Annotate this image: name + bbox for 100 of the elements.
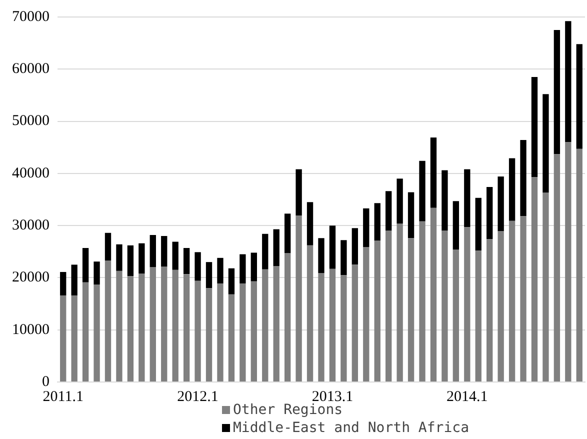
bar: [531, 76, 538, 178]
bar: [486, 239, 493, 382]
bar: [508, 158, 516, 221]
bar: [116, 270, 122, 382]
bar: [217, 283, 224, 382]
bar: [554, 154, 560, 382]
bar: [396, 178, 403, 224]
bar: [250, 281, 257, 382]
bar: [508, 220, 516, 382]
bar: [329, 226, 336, 269]
bar: [240, 254, 246, 284]
bar: [240, 283, 246, 382]
bar: [486, 186, 493, 240]
bar: [262, 234, 268, 270]
bar: [531, 177, 538, 382]
bar: [542, 94, 549, 193]
bar: [206, 288, 212, 382]
bar: [262, 269, 268, 382]
bar: [306, 202, 314, 246]
x-tick-label: 2012.1: [177, 388, 218, 405]
bar: [452, 201, 460, 250]
bar: [172, 242, 178, 270]
bar: [306, 245, 314, 382]
bar: [104, 232, 112, 261]
bar: [352, 228, 358, 265]
bar: [464, 227, 470, 382]
bar: [60, 295, 66, 382]
bar: [419, 160, 426, 222]
bar: [206, 262, 212, 288]
bar: [520, 140, 526, 216]
bar: [127, 276, 134, 382]
bar: [542, 192, 549, 382]
bar: [172, 270, 178, 382]
bar: [82, 248, 89, 282]
bar: [71, 264, 78, 296]
bar: [228, 268, 235, 294]
bar: [340, 240, 347, 276]
bar: [94, 284, 100, 382]
bar: [228, 294, 235, 382]
y-tick-label: 0: [42, 374, 50, 390]
bar: [520, 216, 526, 382]
bar: [318, 273, 324, 382]
y-tick-label: 40000: [12, 165, 50, 182]
bar: [498, 231, 504, 382]
bar: [374, 240, 380, 382]
bar: [138, 274, 145, 382]
bar: [452, 250, 460, 382]
bar: [273, 229, 280, 266]
bar: [329, 268, 336, 382]
bar: [408, 192, 414, 238]
bar: [194, 252, 201, 281]
bar: [296, 169, 302, 216]
bar: [138, 243, 145, 274]
bar: [363, 208, 370, 247]
y-tick-label: 10000: [12, 322, 50, 338]
bar: [150, 267, 156, 382]
y-tick-label: 60000: [12, 61, 50, 78]
bar: [352, 264, 358, 382]
y-tick-label: 30000: [12, 218, 50, 234]
bar: [576, 44, 582, 149]
bar: [104, 260, 112, 382]
bar: [475, 198, 482, 251]
bar: [116, 244, 122, 271]
bar: [498, 176, 504, 232]
bar: [340, 275, 347, 382]
bar: [183, 248, 190, 274]
bar: [408, 238, 414, 382]
bar: [82, 282, 89, 382]
bar: [576, 148, 582, 382]
bar: [363, 246, 370, 382]
bar: [94, 262, 100, 284]
bar: [318, 238, 324, 274]
bar: [374, 203, 380, 241]
bar: [565, 142, 572, 382]
bar: [284, 214, 291, 254]
bar: [430, 208, 437, 382]
bar: [127, 245, 134, 276]
bar: [217, 258, 224, 284]
bar: [396, 223, 403, 382]
x-tick-label: 2014.1: [446, 388, 488, 405]
bar: [273, 266, 280, 382]
bar: [442, 170, 448, 231]
bar: [71, 295, 78, 382]
bar: [386, 191, 392, 231]
bar: [194, 280, 201, 382]
bar: [296, 216, 302, 382]
legend-label: Middle-East and North Africa: [233, 419, 470, 437]
bar: [475, 250, 482, 382]
bar: [150, 234, 156, 268]
y-tick-label: 70000: [12, 8, 50, 25]
x-tick-label: 2011.1: [42, 388, 84, 405]
bar: [60, 272, 66, 296]
bar: [464, 169, 470, 228]
bar: [386, 230, 392, 382]
bar: [161, 236, 168, 267]
bar: [565, 21, 572, 142]
bar: [183, 274, 190, 382]
y-tick-label: 50000: [12, 113, 50, 130]
bar: [250, 252, 257, 282]
bar: [442, 230, 448, 382]
